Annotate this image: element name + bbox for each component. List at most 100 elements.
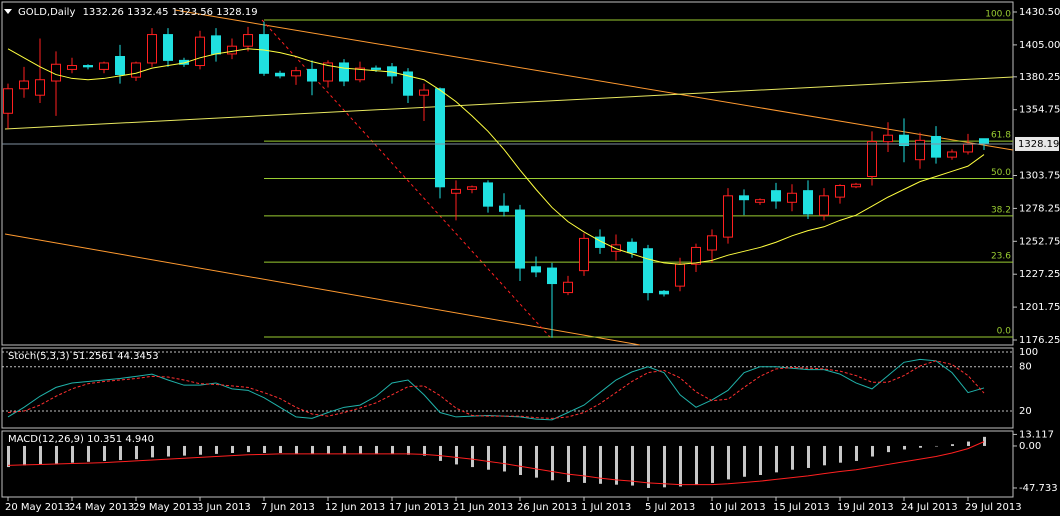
x-tick-label: 29 May 2013 xyxy=(133,502,198,513)
macd-bar xyxy=(343,445,346,454)
y-tick-label: 1201.75 xyxy=(1019,302,1060,313)
candle-body xyxy=(819,195,829,216)
macd-bar xyxy=(279,445,282,453)
x-tick-label: 17 Jun 2013 xyxy=(389,502,449,513)
macd-bar xyxy=(503,445,506,472)
candle-body xyxy=(803,190,813,215)
macd-bar xyxy=(967,441,970,446)
macd-bar xyxy=(39,445,42,465)
fibo-label: 38.2 xyxy=(991,205,1011,215)
pane-frame xyxy=(1,430,1014,498)
candle-body xyxy=(707,235,717,251)
macd-last: 10.351 xyxy=(87,434,122,445)
candle-body xyxy=(83,65,93,68)
macd-bar xyxy=(215,445,218,454)
candle-body xyxy=(515,209,525,269)
candle-body xyxy=(19,80,29,90)
menu-arrow[interactable] xyxy=(4,9,12,14)
candle-body xyxy=(435,88,445,188)
macd-bar xyxy=(119,445,122,461)
fibo-label: 100.0 xyxy=(985,9,1011,19)
macd-bar xyxy=(871,445,874,457)
stoch-signal-last: 44.3453 xyxy=(117,351,158,362)
macd-bar xyxy=(727,445,730,480)
macd-bar xyxy=(663,445,666,488)
candle-body xyxy=(627,241,637,254)
macd-bar xyxy=(711,445,714,483)
candle-body xyxy=(787,192,797,203)
macd-bar xyxy=(23,445,26,466)
candle-body xyxy=(867,141,877,177)
x-tick-label: 3 Jun 2013 xyxy=(197,502,251,513)
stoch-title: Stoch(5,3,3) xyxy=(8,351,70,362)
candle-body xyxy=(963,143,973,153)
fibo-label: 50.0 xyxy=(991,168,1011,178)
moving-average xyxy=(7,48,985,265)
candle-body xyxy=(163,34,173,61)
macd-bar xyxy=(695,445,698,485)
y-tick-label: 1405.00 xyxy=(1019,40,1060,51)
candle-body xyxy=(99,62,109,70)
trend-line xyxy=(4,76,1014,130)
stoch-tick-label: 100 xyxy=(1019,347,1038,358)
y-tick-label: 1227.25 xyxy=(1019,269,1060,280)
candle-body xyxy=(755,199,765,203)
macd-bar xyxy=(903,445,906,450)
price-box xyxy=(1015,136,1059,151)
x-tick-label: 29 Jul 2013 xyxy=(965,502,1022,513)
candle-body xyxy=(307,68,317,82)
x-tick-label: 10 Jul 2013 xyxy=(709,502,766,513)
macd-bar xyxy=(743,445,746,477)
candle-body xyxy=(691,246,701,265)
macd-bar xyxy=(439,445,442,461)
macd-bar xyxy=(567,445,570,483)
x-tick-label: 12 Jun 2013 xyxy=(325,502,385,513)
macd-bar xyxy=(839,445,842,463)
candle-body xyxy=(451,188,461,194)
candle-body xyxy=(483,182,493,207)
macd-bar xyxy=(551,445,554,481)
stoch-tick-label: 80 xyxy=(1019,362,1032,373)
macd-bar xyxy=(487,445,490,470)
candle-body xyxy=(403,71,413,96)
price-label: 1328.19 xyxy=(1018,139,1059,150)
candle-body xyxy=(323,62,333,82)
macd-bar xyxy=(327,445,330,454)
macd-signal xyxy=(7,441,985,486)
candle-body xyxy=(659,290,669,295)
trend-line xyxy=(174,9,1014,151)
macd-bar xyxy=(359,445,362,454)
y-tick-label: 1430.50 xyxy=(1019,7,1060,18)
macd-bar xyxy=(135,445,138,460)
macd-bar xyxy=(679,445,682,487)
macd-tick-label: 0.00 xyxy=(1019,441,1041,452)
candle-body xyxy=(179,59,189,65)
x-tick-label: 15 Jul 2013 xyxy=(773,502,830,513)
candle-body xyxy=(595,236,605,248)
candle-body xyxy=(275,72,285,77)
pane-frame xyxy=(1,347,1014,429)
macd-bar xyxy=(183,445,186,456)
symbol: GOLD,Daily xyxy=(18,7,75,18)
macd-bar xyxy=(311,445,314,454)
macd-bar xyxy=(71,445,74,463)
fibo-label: 61.8 xyxy=(991,131,1011,141)
y-tick-label: 1303.75 xyxy=(1019,171,1060,182)
macd-bar xyxy=(807,445,810,468)
stoch-tick-label: 20 xyxy=(1019,406,1032,417)
candle-body xyxy=(931,135,941,158)
macd-bar xyxy=(935,445,938,447)
x-tick-label: 5 Jul 2013 xyxy=(645,502,695,513)
macd-tick-label: -47.733 xyxy=(1019,483,1058,494)
trend-line xyxy=(4,233,641,346)
macd-bar xyxy=(855,445,858,461)
y-tick-label: 1380.25 xyxy=(1019,72,1060,83)
candle-body xyxy=(835,185,845,198)
macd-title: MACD(12,26,9) xyxy=(8,434,84,445)
candle-body xyxy=(195,36,205,67)
macd-bar xyxy=(407,445,410,455)
macd-bar xyxy=(951,444,954,446)
macd-bar xyxy=(583,445,586,483)
